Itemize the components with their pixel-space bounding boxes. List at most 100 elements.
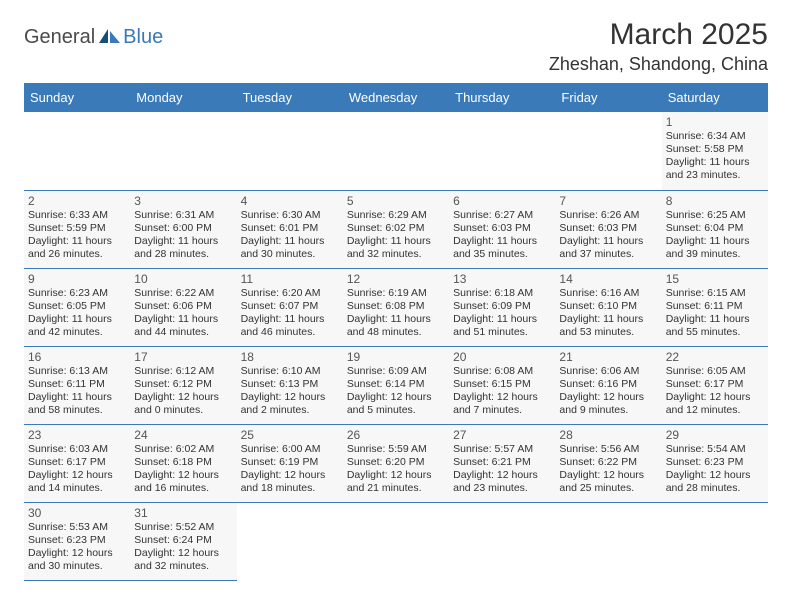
day-info: Sunrise: 6:09 AMSunset: 6:14 PMDaylight:… (347, 365, 445, 418)
day-number: 2 (28, 194, 126, 208)
calendar-cell (237, 502, 343, 580)
day-header-row: Sunday Monday Tuesday Wednesday Thursday… (24, 83, 768, 112)
day-info: Sunrise: 6:31 AMSunset: 6:00 PMDaylight:… (134, 209, 232, 262)
location-label: Zheshan, Shandong, China (549, 54, 768, 75)
sunset-text: Sunset: 6:24 PM (134, 534, 232, 547)
sunset-text: Sunset: 6:17 PM (666, 378, 764, 391)
calendar-cell: 27Sunrise: 5:57 AMSunset: 6:21 PMDayligh… (449, 424, 555, 502)
sunset-text: Sunset: 6:22 PM (559, 456, 657, 469)
sunrise-text: Sunrise: 6:27 AM (453, 209, 551, 222)
daylight-text: Daylight: 12 hours and 0 minutes. (134, 391, 232, 417)
day-info: Sunrise: 6:05 AMSunset: 6:17 PMDaylight:… (666, 365, 764, 418)
sunset-text: Sunset: 6:19 PM (241, 456, 339, 469)
calendar-cell: 30Sunrise: 5:53 AMSunset: 6:23 PMDayligh… (24, 502, 130, 580)
sunrise-text: Sunrise: 6:13 AM (28, 365, 126, 378)
sunrise-text: Sunrise: 6:33 AM (28, 209, 126, 222)
calendar-cell: 17Sunrise: 6:12 AMSunset: 6:12 PMDayligh… (130, 346, 236, 424)
calendar-cell: 11Sunrise: 6:20 AMSunset: 6:07 PMDayligh… (237, 268, 343, 346)
logo-text-blue: Blue (123, 26, 163, 49)
sunrise-text: Sunrise: 6:29 AM (347, 209, 445, 222)
day-info: Sunrise: 6:13 AMSunset: 6:11 PMDaylight:… (28, 365, 126, 418)
calendar-cell: 24Sunrise: 6:02 AMSunset: 6:18 PMDayligh… (130, 424, 236, 502)
calendar-row: 16Sunrise: 6:13 AMSunset: 6:11 PMDayligh… (24, 346, 768, 424)
day-number: 31 (134, 506, 232, 520)
day-info: Sunrise: 6:27 AMSunset: 6:03 PMDaylight:… (453, 209, 551, 262)
daylight-text: Daylight: 12 hours and 32 minutes. (134, 547, 232, 573)
calendar-row: 30Sunrise: 5:53 AMSunset: 6:23 PMDayligh… (24, 502, 768, 580)
sunrise-text: Sunrise: 6:31 AM (134, 209, 232, 222)
day-number: 13 (453, 272, 551, 286)
calendar-cell: 1Sunrise: 6:34 AMSunset: 5:58 PMDaylight… (662, 112, 768, 190)
day-info: Sunrise: 6:22 AMSunset: 6:06 PMDaylight:… (134, 287, 232, 340)
calendar-cell: 18Sunrise: 6:10 AMSunset: 6:13 PMDayligh… (237, 346, 343, 424)
calendar-cell: 3Sunrise: 6:31 AMSunset: 6:00 PMDaylight… (130, 190, 236, 268)
day-info: Sunrise: 5:57 AMSunset: 6:21 PMDaylight:… (453, 443, 551, 496)
sunrise-text: Sunrise: 6:00 AM (241, 443, 339, 456)
day-info: Sunrise: 5:59 AMSunset: 6:20 PMDaylight:… (347, 443, 445, 496)
sunset-text: Sunset: 6:13 PM (241, 378, 339, 391)
daylight-text: Daylight: 12 hours and 23 minutes. (453, 469, 551, 495)
calendar-cell: 12Sunrise: 6:19 AMSunset: 6:08 PMDayligh… (343, 268, 449, 346)
calendar-cell (343, 112, 449, 190)
sunrise-text: Sunrise: 5:52 AM (134, 521, 232, 534)
daylight-text: Daylight: 11 hours and 32 minutes. (347, 235, 445, 261)
daylight-text: Daylight: 11 hours and 55 minutes. (666, 313, 764, 339)
calendar-cell: 23Sunrise: 6:03 AMSunset: 6:17 PMDayligh… (24, 424, 130, 502)
day-number: 15 (666, 272, 764, 286)
day-number: 28 (559, 428, 657, 442)
calendar-row: 2Sunrise: 6:33 AMSunset: 5:59 PMDaylight… (24, 190, 768, 268)
day-info: Sunrise: 5:54 AMSunset: 6:23 PMDaylight:… (666, 443, 764, 496)
day-info: Sunrise: 6:18 AMSunset: 6:09 PMDaylight:… (453, 287, 551, 340)
sunset-text: Sunset: 6:02 PM (347, 222, 445, 235)
sunset-text: Sunset: 6:10 PM (559, 300, 657, 313)
calendar-cell: 7Sunrise: 6:26 AMSunset: 6:03 PMDaylight… (555, 190, 661, 268)
sunrise-text: Sunrise: 6:10 AM (241, 365, 339, 378)
title-block: March 2025 Zheshan, Shandong, China (549, 18, 768, 75)
calendar-cell: 9Sunrise: 6:23 AMSunset: 6:05 PMDaylight… (24, 268, 130, 346)
day-number: 25 (241, 428, 339, 442)
daylight-text: Daylight: 11 hours and 58 minutes. (28, 391, 126, 417)
daylight-text: Daylight: 11 hours and 42 minutes. (28, 313, 126, 339)
calendar-cell: 20Sunrise: 6:08 AMSunset: 6:15 PMDayligh… (449, 346, 555, 424)
calendar-cell (449, 502, 555, 580)
calendar-cell (24, 112, 130, 190)
calendar-cell: 31Sunrise: 5:52 AMSunset: 6:24 PMDayligh… (130, 502, 236, 580)
sunrise-text: Sunrise: 6:05 AM (666, 365, 764, 378)
page-title: March 2025 (549, 18, 768, 52)
day-header: Friday (555, 83, 661, 112)
calendar-cell (237, 112, 343, 190)
day-info: Sunrise: 5:53 AMSunset: 6:23 PMDaylight:… (28, 521, 126, 574)
sunset-text: Sunset: 6:08 PM (347, 300, 445, 313)
day-header: Sunday (24, 83, 130, 112)
sunrise-text: Sunrise: 5:53 AM (28, 521, 126, 534)
day-number: 12 (347, 272, 445, 286)
calendar-cell: 15Sunrise: 6:15 AMSunset: 6:11 PMDayligh… (662, 268, 768, 346)
day-number: 3 (134, 194, 232, 208)
header: General Blue March 2025 Zheshan, Shandon… (24, 18, 768, 75)
day-number: 29 (666, 428, 764, 442)
sunrise-text: Sunrise: 5:59 AM (347, 443, 445, 456)
sunrise-text: Sunrise: 6:12 AM (134, 365, 232, 378)
sunset-text: Sunset: 6:14 PM (347, 378, 445, 391)
calendar-cell: 13Sunrise: 6:18 AMSunset: 6:09 PMDayligh… (449, 268, 555, 346)
day-number: 5 (347, 194, 445, 208)
sunset-text: Sunset: 5:59 PM (28, 222, 126, 235)
daylight-text: Daylight: 12 hours and 28 minutes. (666, 469, 764, 495)
sunrise-text: Sunrise: 6:34 AM (666, 130, 764, 143)
calendar-cell: 6Sunrise: 6:27 AMSunset: 6:03 PMDaylight… (449, 190, 555, 268)
logo-text-general: General (24, 26, 95, 49)
sunset-text: Sunset: 6:11 PM (666, 300, 764, 313)
day-info: Sunrise: 6:02 AMSunset: 6:18 PMDaylight:… (134, 443, 232, 496)
sunrise-text: Sunrise: 6:16 AM (559, 287, 657, 300)
calendar-cell (449, 112, 555, 190)
daylight-text: Daylight: 12 hours and 30 minutes. (28, 547, 126, 573)
calendar-row: 9Sunrise: 6:23 AMSunset: 6:05 PMDaylight… (24, 268, 768, 346)
sunset-text: Sunset: 6:21 PM (453, 456, 551, 469)
sunset-text: Sunset: 6:20 PM (347, 456, 445, 469)
daylight-text: Daylight: 11 hours and 51 minutes. (453, 313, 551, 339)
daylight-text: Daylight: 11 hours and 39 minutes. (666, 235, 764, 261)
daylight-text: Daylight: 12 hours and 16 minutes. (134, 469, 232, 495)
daylight-text: Daylight: 11 hours and 35 minutes. (453, 235, 551, 261)
daylight-text: Daylight: 11 hours and 26 minutes. (28, 235, 126, 261)
calendar-cell (662, 502, 768, 580)
